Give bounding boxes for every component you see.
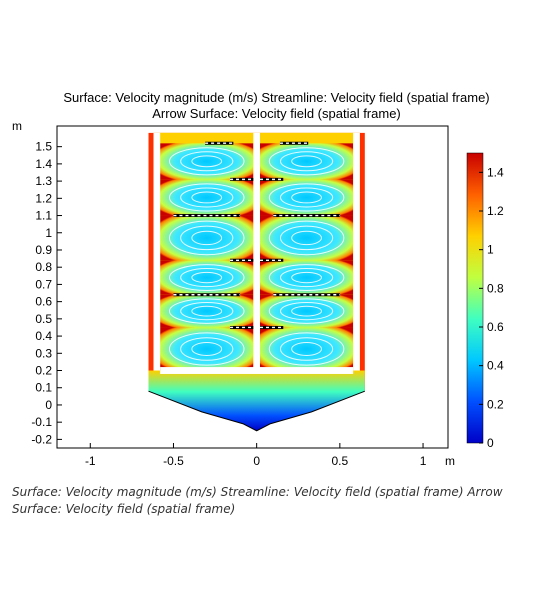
y-tick-label: 0.6 — [35, 295, 52, 309]
x-tick-label: 1 — [420, 454, 427, 468]
streamline — [279, 187, 334, 208]
y-tick-label: 0.5 — [35, 312, 52, 326]
streamline — [279, 302, 334, 321]
streamline — [268, 264, 345, 291]
x-tick-label: 0 — [253, 454, 260, 468]
shaft-gap — [253, 132, 260, 371]
y-tick-label: 1.5 — [35, 140, 52, 154]
streamline — [268, 183, 345, 212]
streamline — [268, 332, 345, 366]
streamline — [191, 271, 223, 284]
colorbar-gradient — [466, 152, 484, 444]
streamline — [291, 230, 322, 246]
streamline — [180, 187, 234, 208]
circulation-cell — [259, 294, 354, 328]
y-tick-label: 1.1 — [35, 209, 52, 223]
colorbar-tick-label: 0.2 — [487, 397, 504, 411]
axes: -1 -0.5 0 0.5 1 -0.2 -0.1 0 0.1 0.2 0.3 0.4 0.5 0.6 0.… — [12, 119, 455, 468]
colorbar-tick-label: 0.8 — [487, 281, 504, 295]
colorbar: 0 0.2 0.4 0.6 0.8 1 1.2 1.4 — [466, 152, 504, 450]
y-axis-unit: m — [12, 119, 22, 133]
x-tick-label: -1 — [85, 454, 96, 468]
streamline — [191, 305, 223, 317]
streamline — [291, 191, 322, 204]
y-tick-label: 0.9 — [35, 243, 52, 257]
y-tick-label: -0.2 — [31, 432, 52, 446]
circulation-cell — [160, 179, 254, 216]
streamline — [291, 155, 322, 168]
streamline — [191, 191, 223, 204]
streamline — [279, 225, 334, 251]
bottom-head — [148, 370, 365, 431]
circulation-cell — [160, 215, 254, 261]
streamline — [268, 147, 345, 176]
colorbar-tick-label: 0 — [487, 436, 494, 450]
streamline — [180, 337, 234, 361]
streamline — [268, 298, 345, 324]
y-tick-label: 0.4 — [35, 329, 52, 343]
x-tick-label: 0.5 — [332, 454, 349, 468]
streamline — [191, 342, 223, 356]
figure-caption: Surface: Velocity magnitude (m/s) Stream… — [12, 485, 503, 516]
velocity-plot-svg: -1 -0.5 0 0.5 1 -0.2 -0.1 0 0.1 0.2 0.3 0.4 0.5 0.6 0.… — [12, 119, 504, 468]
y-tick-label: 1.3 — [35, 174, 52, 188]
top-band — [259, 132, 354, 144]
circulation-cell — [160, 327, 254, 371]
wall-gap-left — [153, 132, 161, 371]
streamline — [180, 302, 234, 321]
top-band — [160, 132, 254, 144]
streamline — [168, 264, 245, 291]
circulation-cell — [259, 327, 354, 371]
circulation-cell — [259, 260, 354, 295]
y-tick-label: 1 — [45, 226, 52, 240]
streamline — [291, 305, 322, 317]
streamline — [168, 298, 245, 324]
streamline — [279, 151, 334, 172]
y-tick-label: 0.7 — [35, 277, 52, 291]
x-tick-label: -0.5 — [163, 454, 184, 468]
streamline — [291, 271, 322, 284]
colorbar-tick-label: 1 — [487, 243, 494, 257]
colorbar-tick-label: 1.2 — [487, 204, 504, 218]
colorbar-tick-label: 0.6 — [487, 320, 504, 334]
streamline — [168, 220, 245, 256]
circulation-cell — [160, 260, 254, 295]
streamline — [191, 155, 223, 168]
plot-subtitle: Arrow Surface: Velocity field (spatial f… — [152, 106, 401, 121]
bottom-gap — [160, 367, 354, 374]
wall-gap-right — [353, 132, 360, 371]
streamline — [279, 337, 334, 361]
circulation-cell — [160, 143, 254, 180]
y-tick-label: 0.1 — [35, 381, 52, 395]
y-tick-label: 0.2 — [35, 364, 52, 378]
y-tick-label: 1.2 — [35, 191, 52, 205]
plot-title: Surface: Velocity magnitude (m/s) Stream… — [63, 90, 490, 105]
streamline — [279, 267, 334, 288]
streamline — [168, 147, 245, 176]
streamline — [168, 183, 245, 212]
colorbar-tick-label: 1.4 — [487, 165, 504, 179]
streamline — [180, 151, 234, 172]
velocity-field — [148, 132, 365, 432]
circulation-cell — [160, 294, 254, 328]
circulation-cell — [259, 215, 354, 261]
streamline — [180, 225, 234, 251]
circulation-cell — [259, 179, 354, 216]
y-tick-label: 0.3 — [35, 346, 52, 360]
circulation-cell — [259, 143, 354, 180]
y-tick-label: 1.4 — [35, 157, 52, 171]
y-tick-label: 0.8 — [35, 260, 52, 274]
vessel-bottom-outline — [148, 390, 365, 432]
streamline — [168, 332, 245, 366]
y-tick-label: -0.1 — [31, 415, 52, 429]
streamline — [268, 220, 345, 256]
y-tick-label: 0 — [45, 398, 52, 412]
streamline — [291, 342, 322, 356]
streamline — [180, 267, 234, 288]
streamline — [191, 230, 223, 246]
colorbar-tick-label: 0.4 — [487, 359, 504, 373]
x-axis-unit: m — [445, 454, 455, 468]
